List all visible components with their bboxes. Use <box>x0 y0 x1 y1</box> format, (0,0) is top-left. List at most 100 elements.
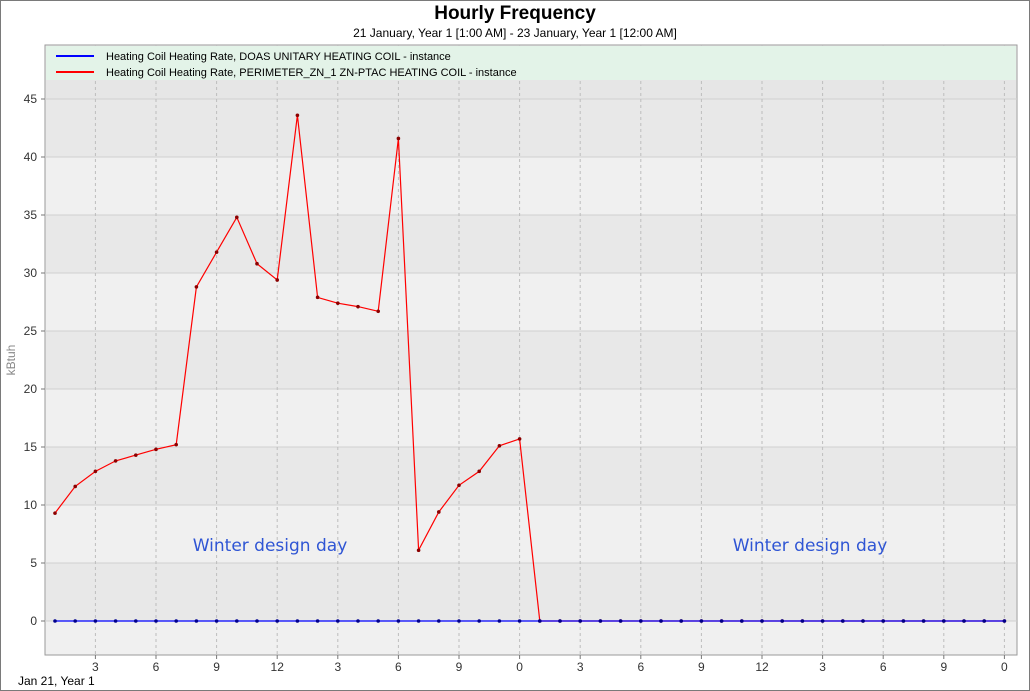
data-point <box>235 619 239 623</box>
data-point <box>134 619 138 623</box>
data-point <box>437 619 441 623</box>
x-tick-label: 3 <box>819 660 826 674</box>
data-point <box>295 113 300 118</box>
y-tick-label: 40 <box>24 150 38 164</box>
x-tick-label: 6 <box>395 660 402 674</box>
annotation-label: Winter design day <box>193 536 348 556</box>
x-tick-label: 12 <box>755 660 769 674</box>
data-point <box>618 619 623 623</box>
data-point <box>356 304 360 309</box>
data-point <box>639 619 643 623</box>
data-point <box>214 619 219 623</box>
annotation-label: Winter design day <box>733 536 888 556</box>
data-point <box>921 619 926 623</box>
data-point <box>174 619 178 623</box>
data-point <box>214 250 219 254</box>
data-point <box>457 619 461 623</box>
data-point <box>538 619 542 623</box>
data-point <box>93 619 98 623</box>
data-point <box>679 619 683 623</box>
data-point <box>73 619 77 623</box>
data-point <box>437 510 441 514</box>
x-tick-label: 6 <box>880 660 887 674</box>
data-point <box>275 619 280 623</box>
data-point <box>800 619 805 623</box>
data-point <box>477 619 482 623</box>
x-tick-label: 0 <box>1001 660 1008 674</box>
x-tick-label: 6 <box>637 660 644 674</box>
x-tick-label: 12 <box>271 660 285 674</box>
data-point <box>53 619 57 623</box>
data-point <box>962 619 966 623</box>
data-point <box>154 447 158 452</box>
data-point <box>113 459 118 463</box>
y-tick-label: 0 <box>30 614 37 628</box>
data-point <box>396 136 401 141</box>
data-point <box>134 453 138 457</box>
data-point <box>457 483 461 488</box>
data-point <box>719 619 724 623</box>
plot-band <box>46 331 1016 389</box>
legend: Heating Coil Heating Rate, DOAS UNITARY … <box>46 46 1016 80</box>
data-point <box>477 469 482 474</box>
data-point <box>861 619 865 623</box>
data-point <box>336 619 340 623</box>
data-point <box>780 619 784 623</box>
x-tick-label: 9 <box>698 660 705 674</box>
data-point <box>497 444 502 448</box>
data-point <box>356 619 360 623</box>
x-tick-label: 9 <box>940 660 947 674</box>
data-point <box>336 301 340 305</box>
data-point <box>820 619 825 623</box>
data-point <box>396 619 401 623</box>
data-point <box>598 619 603 623</box>
y-tick-label: 45 <box>24 92 38 106</box>
plot-band <box>46 563 1016 621</box>
data-point <box>275 278 280 282</box>
data-point <box>194 619 199 623</box>
data-point <box>578 619 582 623</box>
x-tick-label: 9 <box>213 660 220 674</box>
x-tick-label: 3 <box>334 660 341 674</box>
data-point <box>194 285 199 289</box>
data-point <box>881 619 885 623</box>
x-tick-label: 6 <box>153 660 160 674</box>
data-point <box>174 442 178 447</box>
data-point <box>942 619 946 623</box>
x-tick-label: 3 <box>92 660 99 674</box>
data-point <box>982 619 986 623</box>
x-start-date-label: Jan 21, Year 1 <box>18 674 95 688</box>
data-point <box>517 619 522 623</box>
data-point <box>315 619 320 623</box>
y-axis-ticks: 0 5 10 15 20 25 30 35 40 45 <box>24 92 45 628</box>
data-point <box>659 619 663 623</box>
y-tick-label: 20 <box>24 382 38 396</box>
data-point <box>235 215 239 220</box>
x-axis-ticks: 3 6 9 12 3 6 9 0 3 6 9 12 3 6 9 0 <box>92 655 1008 674</box>
data-point <box>376 619 381 623</box>
data-point <box>1002 619 1007 623</box>
data-point <box>841 619 845 623</box>
legend-box <box>46 46 1016 80</box>
grid-lines <box>45 45 1017 655</box>
plot-band <box>46 447 1016 505</box>
data-point <box>517 437 522 441</box>
data-point <box>93 469 98 474</box>
data-point <box>558 619 562 623</box>
y-tick-label: 15 <box>24 440 38 454</box>
x-tick-label: 3 <box>577 660 584 674</box>
data-point <box>416 548 421 553</box>
chart-title: Hourly Frequency <box>434 3 596 24</box>
plot-band <box>46 215 1016 273</box>
data-point <box>497 619 502 623</box>
data-point <box>760 619 764 623</box>
y-tick-label: 5 <box>30 556 37 570</box>
y-tick-label: 35 <box>24 208 38 222</box>
y-tick-label: 25 <box>24 324 38 338</box>
data-point <box>376 309 381 314</box>
series-layer <box>53 113 1007 623</box>
y-axis-label: kBtuh <box>4 345 18 376</box>
data-point <box>255 619 259 623</box>
data-point <box>416 619 421 623</box>
